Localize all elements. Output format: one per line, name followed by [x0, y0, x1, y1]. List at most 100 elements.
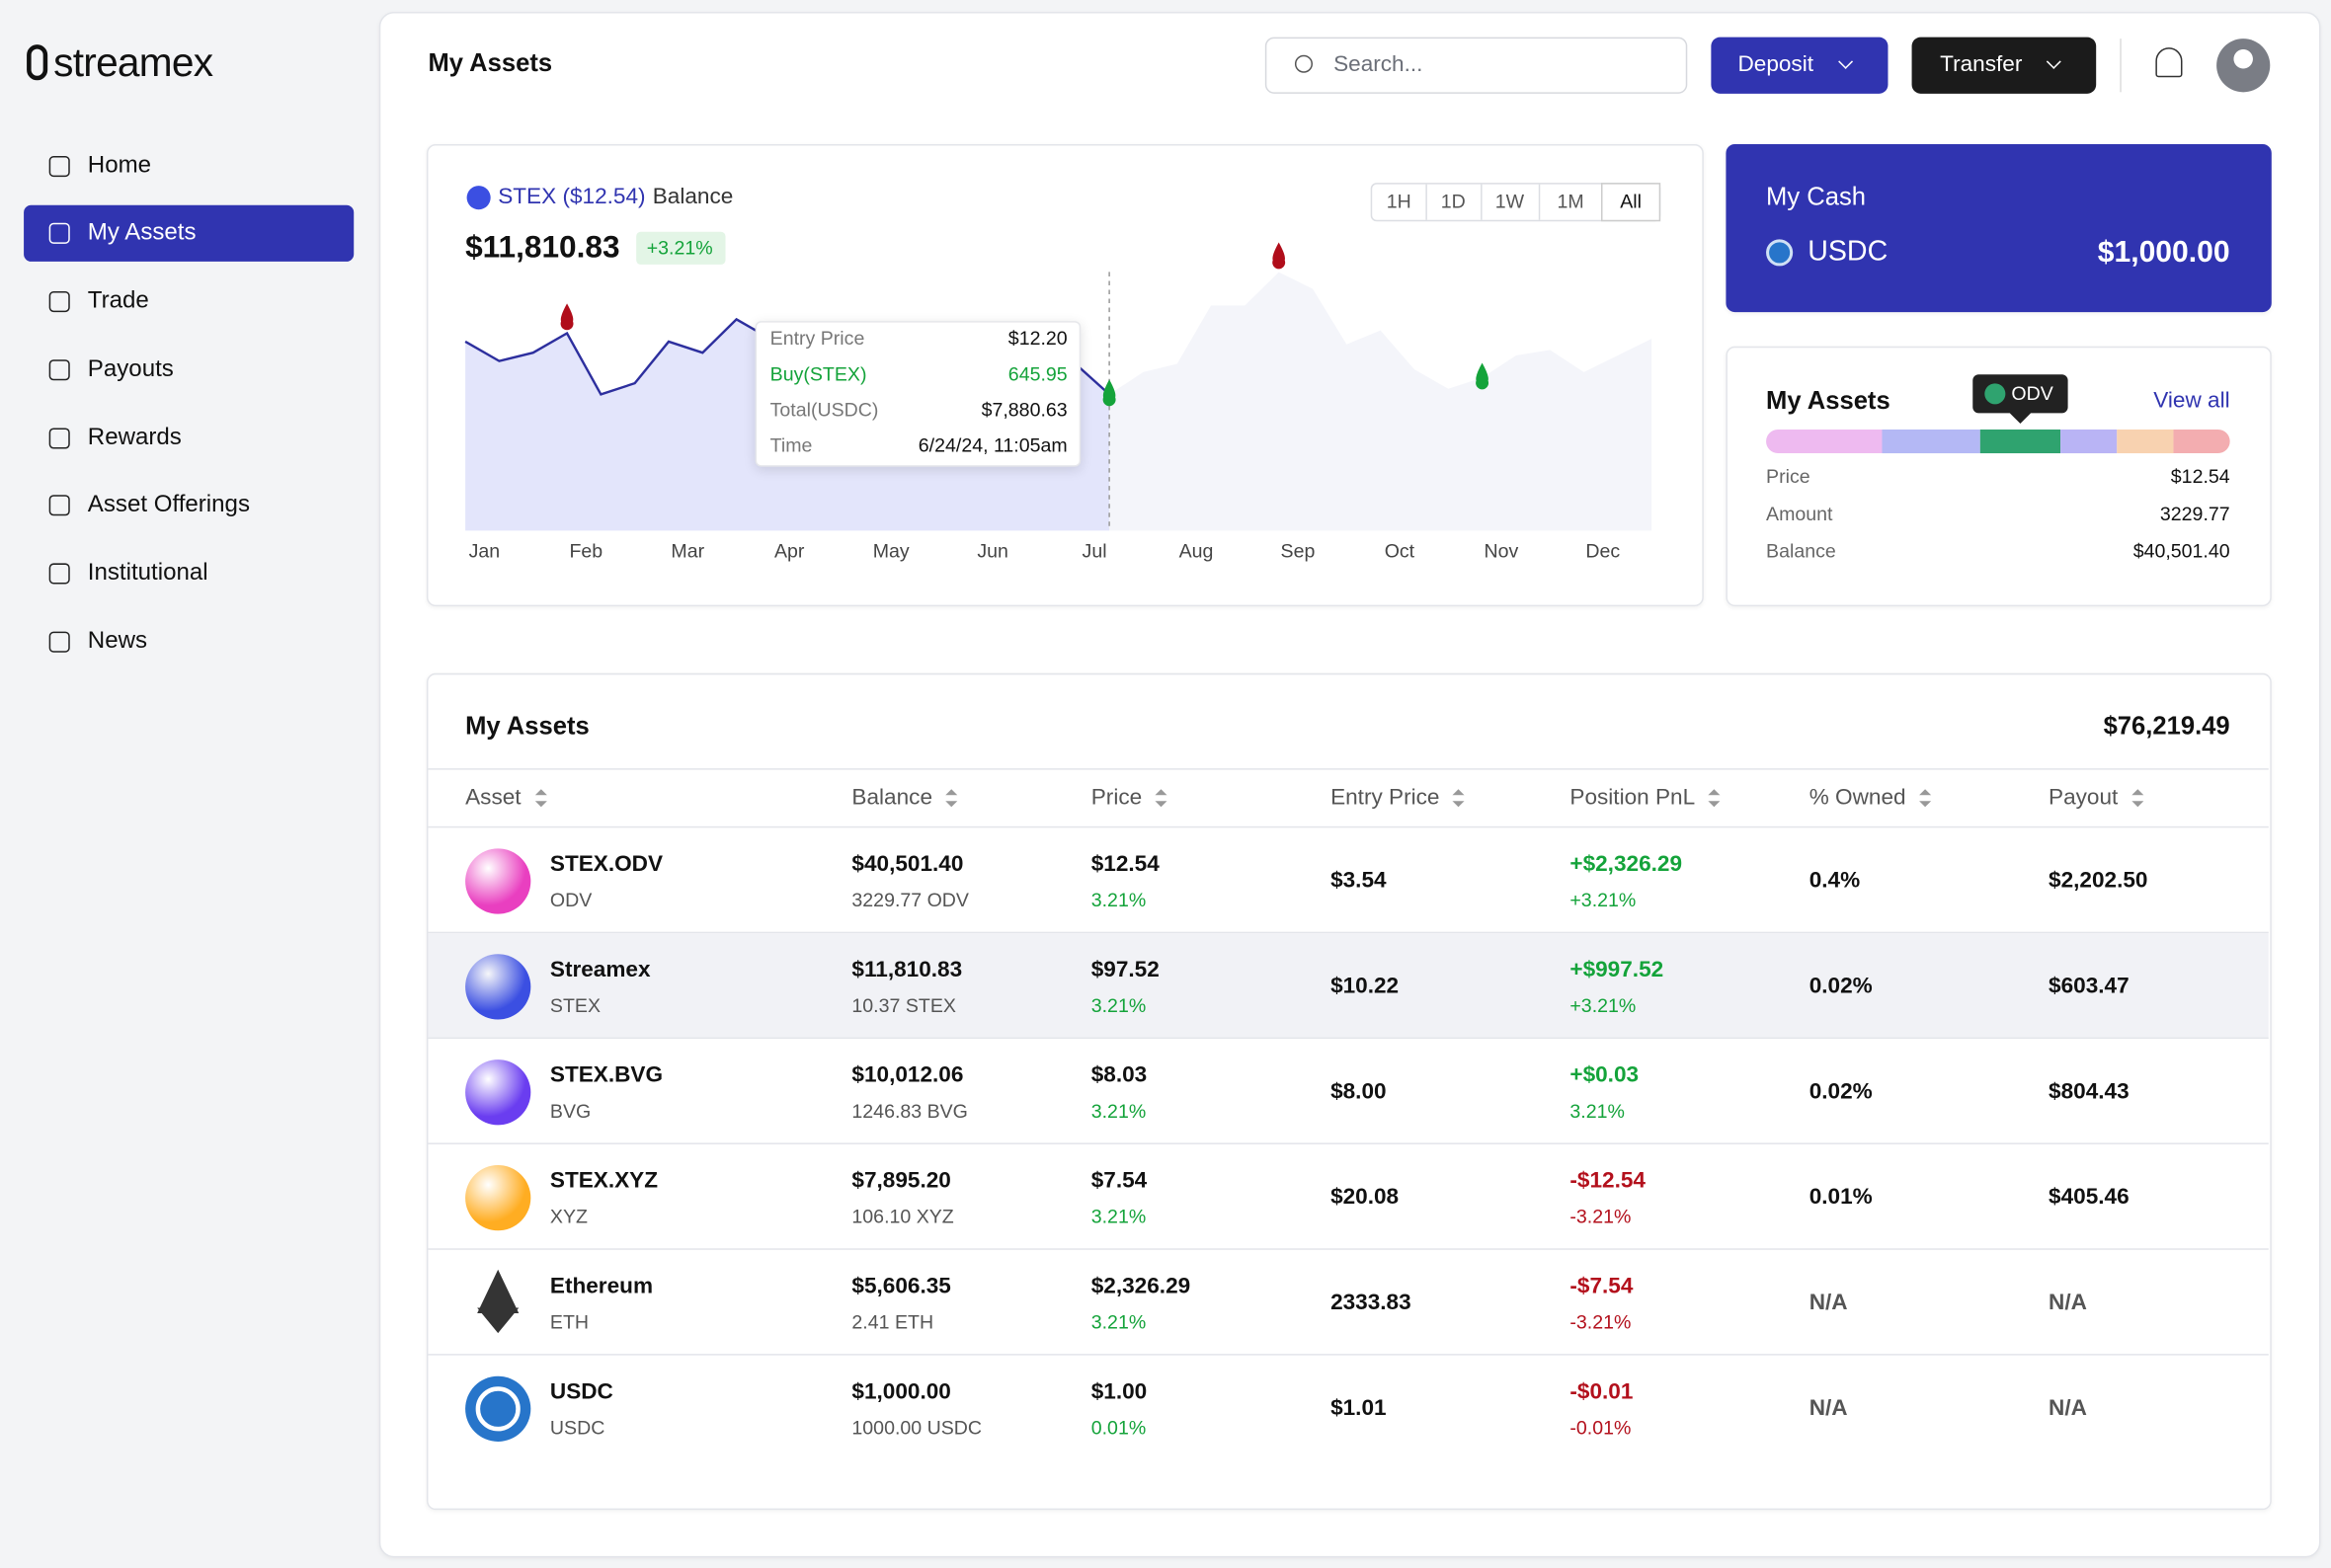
- allocation-segment: [2173, 429, 2230, 454]
- column-header[interactable]: Price: [1090, 784, 1143, 811]
- column-header[interactable]: Balance: [851, 784, 933, 811]
- timeframe[interactable]: All: [1620, 190, 1642, 213]
- column-header[interactable]: Payout: [2049, 784, 2119, 811]
- amount: 1246.83 BVG: [851, 1099, 968, 1123]
- asset-name: USDC: [549, 1378, 613, 1405]
- x-tick-label: May: [873, 540, 910, 562]
- owned: 0.4%: [1809, 867, 1861, 894]
- nav-item[interactable]: Institutional: [87, 560, 208, 587]
- x-tick-label: Apr: [774, 540, 805, 562]
- asset-stat-label: Price: [1766, 465, 1810, 488]
- column-header[interactable]: % Owned: [1809, 784, 1906, 811]
- pnl-percent: -0.01%: [1569, 1416, 1632, 1439]
- nav-item[interactable]: Payouts: [87, 356, 174, 382]
- owned: 0.01%: [1809, 1184, 1873, 1211]
- timeframe-active[interactable]: [1602, 184, 1659, 220]
- table-title: My Assets: [465, 711, 590, 741]
- deposit-button[interactable]: [1711, 37, 1889, 94]
- nav-active[interactable]: [24, 204, 355, 262]
- sort-up: [1155, 789, 1167, 796]
- amount: 2.41 ETH: [851, 1310, 934, 1334]
- chart-title: Balance: [652, 184, 734, 210]
- x-tick-label: Oct: [1385, 540, 1415, 562]
- marker: [1476, 362, 1489, 390]
- asset-ticker: STEX: [549, 993, 602, 1017]
- asset-stat-label: Balance: [1766, 539, 1836, 562]
- payout: $405.46: [2049, 1184, 2130, 1211]
- asset-name: STEX.ODV: [549, 851, 664, 878]
- asset-name: STEX.XYZ: [549, 1168, 659, 1194]
- tooltip-label: Buy(STEX): [769, 362, 867, 385]
- sort-up: [2131, 789, 2144, 796]
- nav-item[interactable]: Rewards: [87, 425, 182, 451]
- sort-down: [945, 801, 958, 808]
- nav-item[interactable]: Trade: [87, 287, 149, 314]
- timeframe[interactable]: 1M: [1557, 190, 1584, 213]
- table-rule: [428, 768, 2269, 770]
- timeframe[interactable]: 1H: [1386, 190, 1411, 213]
- timeframe-divider: [1538, 184, 1541, 220]
- entry-price: $10.22: [1330, 973, 1400, 999]
- sort-up: [1452, 789, 1465, 796]
- pnl: -$7.54: [1569, 1273, 1634, 1299]
- asset-ticker: XYZ: [549, 1205, 588, 1228]
- search-placeholder: Search...: [1333, 51, 1423, 78]
- nav-icon: [48, 290, 70, 313]
- row-rule: [428, 1142, 2269, 1144]
- tooltip-value: $7,880.63: [981, 398, 1068, 421]
- column-header[interactable]: Position PnL: [1569, 784, 1696, 811]
- pnl: +$2,326.29: [1569, 851, 1683, 878]
- cash-card: [1726, 143, 2272, 313]
- sort-up: [534, 789, 547, 796]
- owned: N/A: [1809, 1395, 1848, 1421]
- table-total: $76,219.49: [2103, 711, 2230, 741]
- nav-icon: [48, 359, 70, 381]
- x-tick-label: Dec: [1585, 540, 1620, 562]
- nav-item[interactable]: Asset Offerings: [87, 492, 250, 517]
- x-tick-label: Jan: [469, 540, 501, 562]
- payout: $804.43: [2049, 1078, 2130, 1105]
- tooltip-label: Entry Price: [769, 327, 865, 350]
- avatar[interactable]: [2216, 39, 2271, 93]
- balance: $7,895.20: [851, 1168, 951, 1194]
- nav-item[interactable]: Home: [87, 153, 152, 179]
- transfer-button[interactable]: [1911, 37, 2097, 94]
- search-box[interactable]: [1264, 37, 1688, 94]
- balance: $11,810.83: [465, 230, 620, 265]
- x-tick-label: Nov: [1484, 540, 1518, 562]
- deposit-label: Deposit: [1737, 51, 1814, 78]
- pnl-percent: 3.21%: [1569, 1099, 1625, 1123]
- nav-item[interactable]: News: [87, 628, 148, 655]
- column-header[interactable]: Asset: [465, 784, 522, 811]
- table-card: [426, 672, 2272, 1511]
- cash-amount: $1,000.00: [2097, 236, 2230, 270]
- asset-icon-base: [477, 1307, 520, 1334]
- bell[interactable]: [2155, 47, 2183, 78]
- sort-up: [945, 789, 958, 796]
- sort-up: [1708, 789, 1721, 796]
- timeframe[interactable]: 1W: [1494, 190, 1525, 213]
- x-tick-label: Jul: [1083, 540, 1107, 562]
- view-all[interactable]: View all: [2153, 387, 2230, 414]
- row-rule: [428, 1354, 2269, 1356]
- nav-item[interactable]: My Assets: [87, 219, 197, 246]
- series-dot: [466, 186, 491, 210]
- tooltip: [755, 321, 1082, 467]
- asset-stat-value: $40,501.40: [2132, 539, 2230, 562]
- timeframe-group: [1370, 183, 1661, 222]
- nav-icon: [48, 631, 70, 653]
- pnl-percent: -3.21%: [1569, 1310, 1632, 1334]
- balance: $11,810.83: [851, 957, 963, 982]
- timeframe-divider: [1425, 184, 1427, 220]
- asset-icon: [465, 1164, 531, 1231]
- allocation-segment: [1979, 429, 2061, 454]
- column-header[interactable]: Entry Price: [1330, 784, 1440, 811]
- asset-icon: [465, 954, 531, 1020]
- pnl-percent: -3.21%: [1569, 1205, 1632, 1228]
- payout: $603.47: [2049, 973, 2130, 999]
- timeframe[interactable]: 1D: [1440, 190, 1466, 213]
- price-change: 3.21%: [1090, 1310, 1147, 1334]
- pnl: -$12.54: [1569, 1168, 1646, 1194]
